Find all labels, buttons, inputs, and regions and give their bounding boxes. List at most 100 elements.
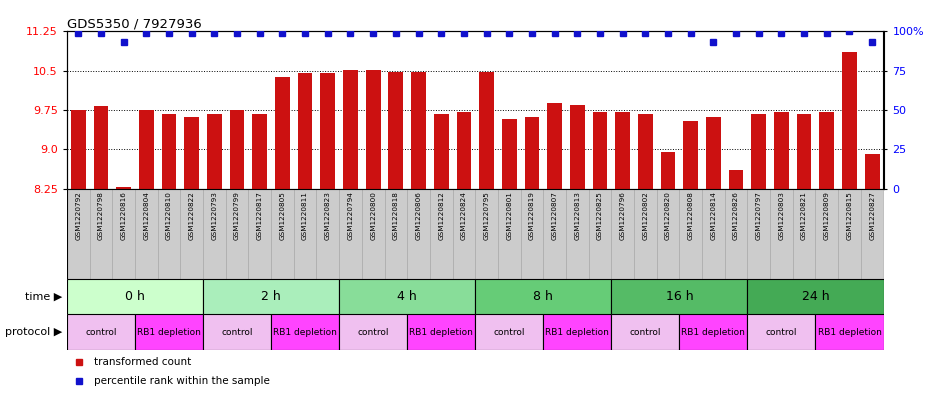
- Bar: [389, 72, 404, 189]
- Text: GSM1220806: GSM1220806: [416, 191, 421, 240]
- Text: protocol ▶: protocol ▶: [5, 327, 62, 337]
- Text: GSM1220809: GSM1220809: [824, 191, 830, 240]
- Text: GSM1220794: GSM1220794: [348, 191, 353, 240]
- Bar: [158, 189, 180, 279]
- Text: control: control: [86, 328, 117, 336]
- Text: 4 h: 4 h: [397, 290, 417, 303]
- Bar: [252, 114, 267, 189]
- Text: GSM1220802: GSM1220802: [643, 191, 648, 240]
- Bar: [634, 189, 657, 279]
- Bar: [365, 70, 380, 189]
- Bar: [616, 112, 630, 189]
- Bar: [819, 112, 834, 189]
- Text: GSM1220818: GSM1220818: [392, 191, 399, 240]
- Bar: [547, 103, 562, 189]
- Bar: [638, 114, 653, 189]
- Text: GSM1220801: GSM1220801: [506, 191, 512, 240]
- Bar: [207, 114, 221, 189]
- Bar: [298, 73, 312, 189]
- Bar: [838, 189, 861, 279]
- Bar: [589, 189, 611, 279]
- Bar: [797, 114, 812, 189]
- Text: percentile rank within the sample: percentile rank within the sample: [94, 376, 270, 386]
- Text: RB1 depletion: RB1 depletion: [545, 328, 609, 336]
- Bar: [321, 73, 335, 189]
- Bar: [475, 279, 611, 314]
- Bar: [135, 314, 203, 350]
- Bar: [751, 114, 766, 189]
- Text: RB1 depletion: RB1 depletion: [409, 328, 473, 336]
- Bar: [89, 189, 113, 279]
- Bar: [162, 114, 177, 189]
- Bar: [660, 152, 675, 189]
- Text: GSM1220798: GSM1220798: [98, 191, 104, 240]
- Text: GSM1220792: GSM1220792: [75, 191, 81, 240]
- Bar: [679, 189, 702, 279]
- Bar: [180, 189, 203, 279]
- Bar: [94, 107, 109, 189]
- Bar: [842, 52, 857, 189]
- Bar: [592, 112, 607, 189]
- Text: 8 h: 8 h: [533, 290, 553, 303]
- Bar: [453, 189, 475, 279]
- Bar: [748, 279, 884, 314]
- Bar: [430, 189, 453, 279]
- Text: control: control: [630, 328, 661, 336]
- Bar: [525, 117, 539, 189]
- Bar: [657, 189, 679, 279]
- Bar: [67, 314, 135, 350]
- Bar: [362, 189, 384, 279]
- Bar: [543, 189, 566, 279]
- Bar: [113, 189, 135, 279]
- Bar: [116, 187, 131, 189]
- Bar: [502, 119, 517, 189]
- Text: RB1 depletion: RB1 depletion: [817, 328, 882, 336]
- Text: time ▶: time ▶: [25, 292, 62, 302]
- Bar: [679, 314, 748, 350]
- Text: RB1 depletion: RB1 depletion: [682, 328, 745, 336]
- Bar: [135, 189, 158, 279]
- Text: GSM1220826: GSM1220826: [733, 191, 739, 240]
- Bar: [774, 112, 789, 189]
- Bar: [498, 189, 521, 279]
- Bar: [475, 314, 543, 350]
- Text: GSM1220825: GSM1220825: [597, 191, 603, 240]
- Bar: [570, 105, 585, 189]
- Bar: [339, 279, 475, 314]
- Bar: [729, 170, 743, 189]
- Text: GSM1220813: GSM1220813: [575, 191, 580, 240]
- Text: GSM1220821: GSM1220821: [801, 191, 807, 240]
- Text: GSM1220819: GSM1220819: [529, 191, 535, 240]
- Text: RB1 depletion: RB1 depletion: [137, 328, 201, 336]
- Bar: [248, 189, 272, 279]
- Text: GSM1220816: GSM1220816: [121, 191, 126, 240]
- Text: GSM1220815: GSM1220815: [846, 191, 853, 240]
- Text: GSM1220823: GSM1220823: [325, 191, 331, 240]
- Bar: [139, 110, 153, 189]
- Bar: [748, 314, 816, 350]
- Text: GSM1220817: GSM1220817: [257, 191, 263, 240]
- Bar: [407, 314, 475, 350]
- Text: 24 h: 24 h: [802, 290, 830, 303]
- Bar: [611, 314, 679, 350]
- Bar: [67, 279, 203, 314]
- Bar: [411, 72, 426, 189]
- Text: GSM1220812: GSM1220812: [438, 191, 445, 240]
- Bar: [566, 189, 589, 279]
- Text: GSM1220808: GSM1220808: [687, 191, 694, 240]
- Text: GSM1220805: GSM1220805: [279, 191, 286, 240]
- Text: 0 h: 0 h: [125, 290, 145, 303]
- Text: GSM1220824: GSM1220824: [461, 191, 467, 240]
- Bar: [433, 114, 448, 189]
- Bar: [71, 110, 86, 189]
- Text: GSM1220827: GSM1220827: [870, 191, 875, 240]
- Text: GSM1220795: GSM1220795: [484, 191, 489, 240]
- Text: GSM1220822: GSM1220822: [189, 191, 194, 240]
- Bar: [543, 314, 611, 350]
- Bar: [316, 189, 339, 279]
- Bar: [203, 189, 226, 279]
- Text: GSM1220803: GSM1220803: [778, 191, 784, 240]
- Text: 16 h: 16 h: [666, 290, 693, 303]
- Text: GSM1220804: GSM1220804: [143, 191, 150, 240]
- Text: RB1 depletion: RB1 depletion: [273, 328, 337, 336]
